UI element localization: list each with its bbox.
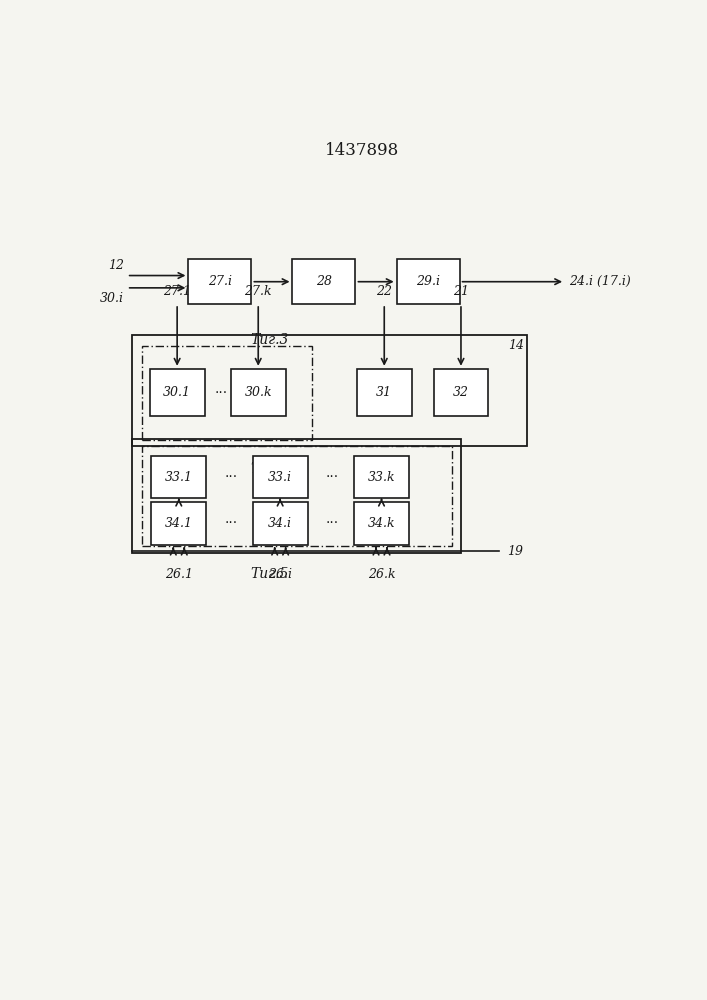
Text: 21: 21 xyxy=(453,285,469,298)
Text: 34.1: 34.1 xyxy=(165,517,193,530)
Text: 14: 14 xyxy=(508,339,524,352)
Text: 24.i (17.i): 24.i (17.i) xyxy=(569,275,631,288)
Text: 34.i: 34.i xyxy=(268,517,292,530)
Text: 27.i: 27.i xyxy=(208,275,232,288)
Text: 19: 19 xyxy=(508,545,524,558)
Bar xyxy=(142,346,312,440)
Bar xyxy=(151,502,206,545)
Text: 12: 12 xyxy=(108,259,124,272)
Text: Τиг.3: Τиг.3 xyxy=(250,333,288,347)
Bar xyxy=(132,439,461,553)
Bar xyxy=(354,456,409,498)
Text: 29.i: 29.i xyxy=(416,275,440,288)
Text: 31: 31 xyxy=(376,386,392,399)
Text: 27.k: 27.k xyxy=(245,285,272,298)
Text: 30.i: 30.i xyxy=(100,292,124,305)
Text: 26.1: 26.1 xyxy=(165,568,193,581)
Text: 33.1: 33.1 xyxy=(165,471,193,484)
Text: 34.k: 34.k xyxy=(368,517,395,530)
Text: 22: 22 xyxy=(376,285,392,298)
Text: 27.1: 27.1 xyxy=(163,285,191,298)
Text: 28: 28 xyxy=(316,275,332,288)
Text: 26.k: 26.k xyxy=(368,568,395,581)
Text: ···: ··· xyxy=(224,516,238,530)
Text: 33.i: 33.i xyxy=(268,471,292,484)
Text: Τиг.5: Τиг.5 xyxy=(250,567,288,581)
Bar xyxy=(132,335,527,446)
Text: ···: ··· xyxy=(326,470,339,484)
Text: ···: ··· xyxy=(214,386,228,400)
Bar xyxy=(397,259,460,304)
Text: 30.1: 30.1 xyxy=(163,386,191,399)
Bar xyxy=(357,369,411,416)
Bar xyxy=(253,456,308,498)
Text: ···: ··· xyxy=(224,470,238,484)
Text: 33.k: 33.k xyxy=(368,471,395,484)
Bar xyxy=(253,502,308,545)
Bar xyxy=(142,446,452,546)
Text: Τиг.4: Τиг.4 xyxy=(250,462,288,476)
Bar xyxy=(231,369,286,416)
Bar xyxy=(293,259,356,304)
Text: 32: 32 xyxy=(453,386,469,399)
Bar xyxy=(433,369,489,416)
Bar xyxy=(188,259,252,304)
Text: 30.k: 30.k xyxy=(245,386,272,399)
Bar xyxy=(151,456,206,498)
Text: 1437898: 1437898 xyxy=(325,142,399,159)
Text: 26.i: 26.i xyxy=(268,568,292,581)
Text: ···: ··· xyxy=(326,516,339,530)
Bar xyxy=(354,502,409,545)
Bar xyxy=(150,369,204,416)
